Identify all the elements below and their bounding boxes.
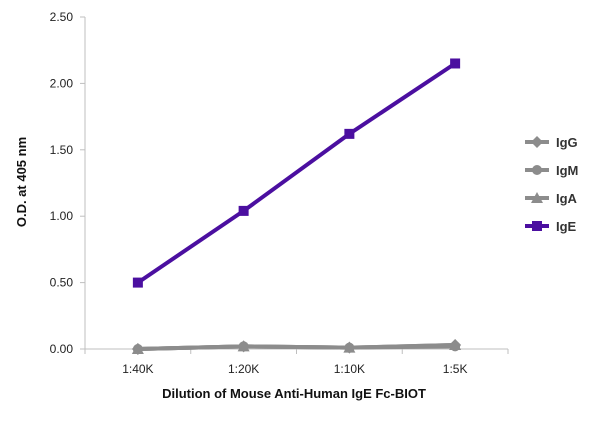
legend-label: IgE: [556, 219, 577, 234]
legend-item-igm: IgM: [525, 163, 578, 178]
legend-label: IgM: [556, 163, 578, 178]
legend-label: IgA: [556, 191, 578, 206]
series-line-iga: [137, 343, 456, 351]
data-point-iga: [343, 341, 356, 353]
legend-marker-iga: [531, 192, 543, 203]
legend-marker-ige: [532, 221, 542, 231]
series-markers: [131, 58, 462, 355]
y-tick-label: 1.00: [50, 209, 74, 223]
x-axis: 1:40K 1:20K 1:10K 1:5K: [84, 348, 509, 376]
data-point-iga: [131, 343, 144, 354]
legend: IgG IgM IgA IgE: [525, 135, 578, 234]
data-point-iga: [237, 340, 250, 352]
legend-label: IgG: [556, 135, 578, 150]
y-axis-title: O.D. at 405 nm: [14, 137, 29, 227]
x-tick-label: 1:5K: [443, 362, 468, 376]
y-tick-label: 1.50: [50, 143, 74, 157]
x-axis-title: Dilution of Mouse Anti-Human IgE Fc-BIOT: [162, 386, 426, 401]
x-tick-label: 1:10K: [334, 362, 365, 376]
y-axis: 0.00 0.50 1.00 1.50 2.00 2.50: [50, 10, 86, 356]
data-point-iga: [449, 339, 462, 351]
data-point-ige: [238, 205, 249, 216]
legend-item-iga: IgA: [525, 191, 578, 206]
y-tick-label: 0.50: [50, 276, 74, 290]
legend-item-igg: IgG: [525, 135, 578, 150]
x-tick-label: 1:40K: [122, 362, 153, 376]
data-point-ige: [132, 277, 143, 288]
data-point-ige: [450, 58, 461, 69]
y-tick-label: 0.00: [50, 342, 74, 356]
y-tick-label: 2.00: [50, 76, 74, 90]
y-tick-label: 2.50: [50, 10, 74, 24]
x-tick-label: 1:20K: [228, 362, 259, 376]
series-lines: [136, 61, 457, 351]
series-line-ige: [136, 61, 457, 285]
legend-item-ige: IgE: [525, 219, 577, 234]
legend-marker-igg: [531, 136, 543, 148]
data-point-ige: [344, 128, 355, 139]
legend-marker-igm: [532, 165, 542, 175]
